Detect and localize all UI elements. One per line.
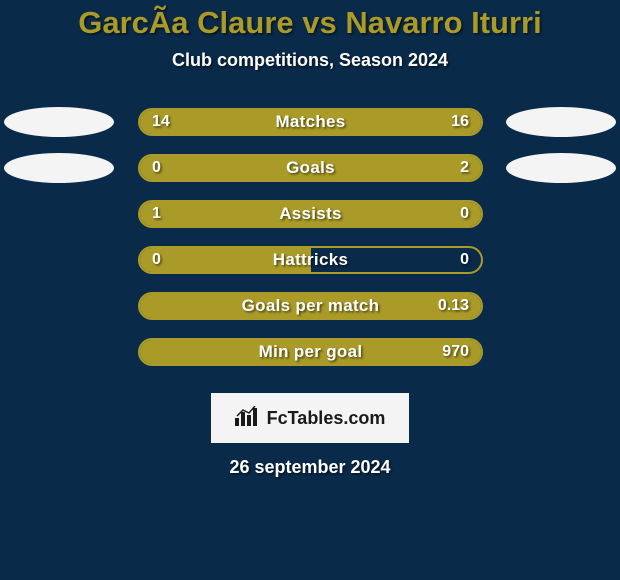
- player-badge-left: [4, 153, 114, 183]
- comparison-rows: Matches1416Goals02Assists10Hattricks00Go…: [0, 99, 620, 375]
- stat-row: Goals per match 0.13: [0, 283, 620, 329]
- stat-bar: Goals 0 2: [138, 154, 483, 182]
- stat-bar: Min per goal 970: [138, 338, 483, 366]
- page: GarcÃ­a Claure vs Navarro Iturri Club co…: [0, 0, 620, 580]
- stat-value-right: 970: [442, 343, 469, 361]
- page-title: GarcÃ­a Claure vs Navarro Iturri: [0, 6, 620, 40]
- stat-label: Assists: [279, 204, 342, 224]
- stat-value-right: 0: [460, 205, 469, 223]
- logo-chart-icon: [235, 406, 267, 431]
- stat-value-left: 1: [152, 205, 161, 223]
- stat-bar: Matches 14 16: [138, 108, 483, 136]
- stat-bar: Goals per match 0.13: [138, 292, 483, 320]
- stat-row: Matches 14 16: [0, 99, 620, 145]
- stat-value-left: 14: [152, 113, 170, 131]
- stat-value-right: 2: [460, 159, 469, 177]
- stat-value-left: 0: [152, 159, 161, 177]
- stat-value-left: 0: [152, 251, 161, 269]
- page-subtitle: Club competitions, Season 2024: [0, 50, 620, 71]
- stat-bar: Assists 1 0: [138, 200, 483, 228]
- stat-value-right: 0: [460, 251, 469, 269]
- player-badge-left: [4, 107, 114, 137]
- stat-row: Min per goal 970: [0, 329, 620, 375]
- stat-row: Assists 1 0: [0, 191, 620, 237]
- player-badge-right: [506, 153, 616, 183]
- stat-label: Hattricks: [273, 250, 348, 270]
- stat-label: Goals: [286, 158, 335, 178]
- stat-row: Hattricks 0 0: [0, 237, 620, 283]
- player-badge-right: [506, 107, 616, 137]
- stat-row: Goals 0 2: [0, 145, 620, 191]
- footer-logo-text: FcTables.com: [267, 408, 386, 429]
- stat-label: Min per goal: [259, 342, 363, 362]
- footer-logo-box: FcTables.com: [211, 393, 409, 443]
- stat-value-right: 0.13: [438, 297, 469, 315]
- stat-bar: Hattricks 0 0: [138, 246, 483, 274]
- stat-label: Goals per match: [242, 296, 380, 316]
- footer-date: 26 september 2024: [0, 457, 620, 478]
- stat-value-right: 16: [451, 113, 469, 131]
- stat-label: Matches: [275, 112, 345, 132]
